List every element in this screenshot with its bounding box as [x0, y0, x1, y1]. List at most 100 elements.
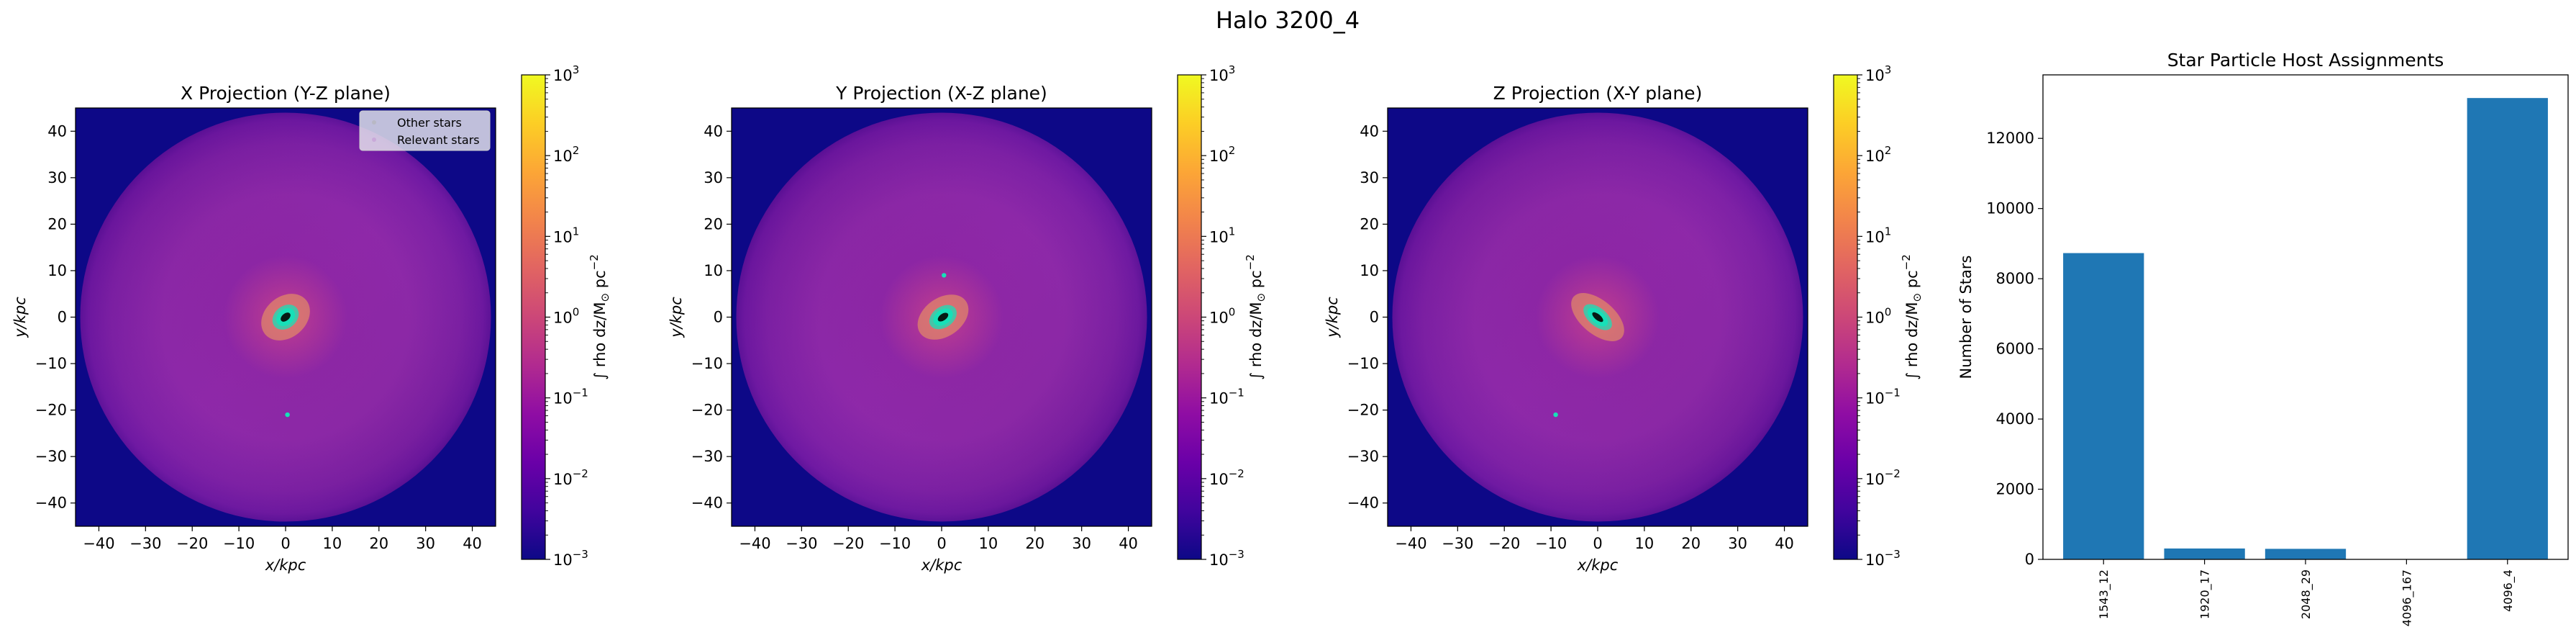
colorbar-tick-base: 10 — [1865, 551, 1885, 569]
y-tick-label: 10000 — [1986, 200, 2034, 217]
legend-label-relevant-stars: Relevant stars — [397, 133, 480, 147]
x-tick-label: 20 — [1681, 535, 1701, 552]
colorbar-gradient — [1178, 75, 1201, 559]
z-projection-heatmap — [1388, 108, 1808, 526]
bar-2048_29 — [2265, 549, 2347, 559]
x-tick-label: −40 — [83, 535, 114, 552]
star-marker — [942, 273, 947, 278]
bar-chart-yticks: 0 2000 4000 6000 8000 10000 12000 — [1986, 130, 2043, 568]
colorbar-tick-base: 10 — [1865, 148, 1885, 165]
colorbar-tick-exponent: 1 — [1885, 225, 1892, 238]
x-tick-label: 40 — [463, 535, 482, 552]
y-tick-label: 40 — [704, 122, 723, 140]
star-marker — [1553, 412, 1558, 418]
core-group — [261, 294, 310, 341]
x-tick-label: −10 — [879, 535, 911, 552]
x-tick-label: −10 — [223, 535, 255, 552]
y-projection-yticks: −40 −30 −20 −10 0 10 20 30 40 — [691, 122, 732, 512]
colorbar-tick-exponent: 2 — [1885, 144, 1892, 157]
y-tick-label: 0 — [714, 309, 723, 326]
y-tick-label: −20 — [1347, 402, 1379, 419]
figure-suptitle: Halo 3200_4 — [1216, 6, 1360, 34]
legend-box — [359, 110, 491, 151]
x-tick-label: 30 — [1072, 535, 1091, 552]
y-tick-label: −30 — [35, 448, 67, 465]
y-tick-label: 40 — [1360, 122, 1379, 140]
x-projection-heatmap — [76, 108, 496, 526]
colorbar-tick-label: 103 — [1209, 63, 1235, 84]
colorbar-tick-exponent: −3 — [1885, 548, 1901, 561]
y-tick-label: 20 — [704, 215, 723, 233]
colorbar-label-main: ∫ rho dz/M — [1247, 302, 1265, 380]
colorbar-tick-label: 10−3 — [553, 548, 588, 569]
legend-marker-other-stars — [372, 120, 376, 125]
colorbar-tick-exponent: −3 — [573, 548, 588, 561]
y-tick-label: −40 — [691, 495, 723, 512]
x-tick-label: 1920_17 — [2198, 569, 2213, 619]
heatmap-content — [732, 108, 1152, 526]
colorbar-tick-base: 10 — [1865, 228, 1885, 245]
colorbar-label-superscript: −2 — [1900, 254, 1913, 270]
colorbar-label-unit: pc — [591, 270, 609, 293]
y-projection-xlabel: x/kpc — [921, 556, 962, 574]
colorbar-tick-label: 10−1 — [1865, 387, 1901, 407]
core-group — [1571, 293, 1624, 341]
colorbar-tick-base: 10 — [553, 67, 573, 84]
colorbar-tick-base: 10 — [1209, 310, 1229, 327]
colorbar-tick-label: 102 — [1209, 144, 1235, 165]
colorbar-tick-label: 10−1 — [553, 387, 588, 407]
z-projection-ylabel: y/kpc — [1324, 297, 1341, 338]
x-projection-xlabel: x/kpc — [265, 556, 306, 574]
y-tick-label: 30 — [47, 169, 67, 186]
colorbar-label-superscript: −2 — [1244, 254, 1257, 270]
x-projection-ylabel: y/kpc — [12, 297, 29, 338]
colorbar-tick-label: 10−2 — [553, 467, 588, 488]
x-tick-label: 40 — [1119, 535, 1138, 552]
colorbar-tick-exponent: −1 — [1885, 387, 1901, 400]
colorbar-tick-label: 102 — [553, 144, 579, 165]
x-tick-label: 1543_12 — [2097, 569, 2111, 619]
colorbar-tick-base: 10 — [553, 551, 573, 569]
x-tick-label: −10 — [1535, 535, 1567, 552]
bar-group — [2063, 98, 2548, 560]
x-tick-label: 20 — [1025, 535, 1044, 552]
colorbar-tick-exponent: −2 — [1885, 467, 1901, 480]
colorbar-tick-exponent: 2 — [1229, 144, 1236, 157]
bar-chart-xticks: 1543_12 1920_17 2048_29 4096_167 4096_4 — [2097, 559, 2516, 626]
x-tick-label: 4096_167 — [2400, 569, 2414, 626]
colorbar-label-superscript: −2 — [588, 254, 601, 270]
x-projection-legend: Other stars Relevant stars — [359, 110, 491, 151]
x-projection-xticks: −40 −30 −20 −10 0 10 20 30 40 — [83, 526, 482, 552]
x-tick-label: 4096_4 — [2501, 569, 2516, 612]
colorbar-tick-label: 10−2 — [1865, 467, 1901, 488]
colorbar-label-unit: pc — [1247, 270, 1265, 293]
colorbar-tick-label: 103 — [1865, 63, 1891, 84]
colorbar-tick-base: 10 — [553, 471, 573, 488]
colorbar-tick-label: 100 — [1865, 306, 1891, 327]
x-tick-label: 0 — [1593, 535, 1602, 552]
x-projection-panel: X Projection (Y-Z plane) x/kpc y/kpc −40… — [12, 63, 611, 574]
z-projection-xticks: −40 −30 −20 −10 0 10 20 30 40 — [1395, 526, 1794, 552]
colorbar-tick-exponent: 3 — [1885, 63, 1892, 76]
colorbar-label-main: ∫ rho dz/M — [591, 302, 609, 380]
z-projection-title: Z Projection (X-Y plane) — [1493, 83, 1703, 104]
colorbar-label-subscript: ⊙ — [1255, 293, 1267, 302]
colorbar-label: ∫ rho dz/M⊙ pc−2 — [1244, 254, 1267, 380]
colorbar-tick-exponent: 2 — [573, 144, 580, 157]
host-assignment-bar-chart: Star Particle Host Assignments Number of… — [1957, 50, 2569, 626]
colorbar-tick-label: 10−1 — [1209, 387, 1244, 407]
x-tick-label: 0 — [937, 535, 946, 552]
y-tick-label: −10 — [1347, 355, 1379, 372]
z-projection-yticks: −40 −30 −20 −10 0 10 20 30 40 — [1347, 122, 1388, 512]
colorbar-tick-base: 10 — [1865, 390, 1885, 407]
colorbar-tick-exponent: −2 — [573, 467, 588, 480]
heatmap-content — [76, 108, 496, 526]
colorbar-label-subscript: ⊙ — [1911, 293, 1924, 302]
y-projection-ylabel: y/kpc — [668, 297, 685, 338]
bar-chart-title: Star Particle Host Assignments — [2167, 50, 2444, 71]
y-projection-xticks: −40 −30 −20 −10 0 10 20 30 40 — [739, 526, 1138, 552]
x-tick-label: −40 — [1395, 535, 1426, 552]
x-tick-label: 20 — [369, 535, 388, 552]
y-tick-label: 4000 — [1996, 410, 2034, 428]
colorbar-tick-base: 10 — [1865, 471, 1885, 488]
